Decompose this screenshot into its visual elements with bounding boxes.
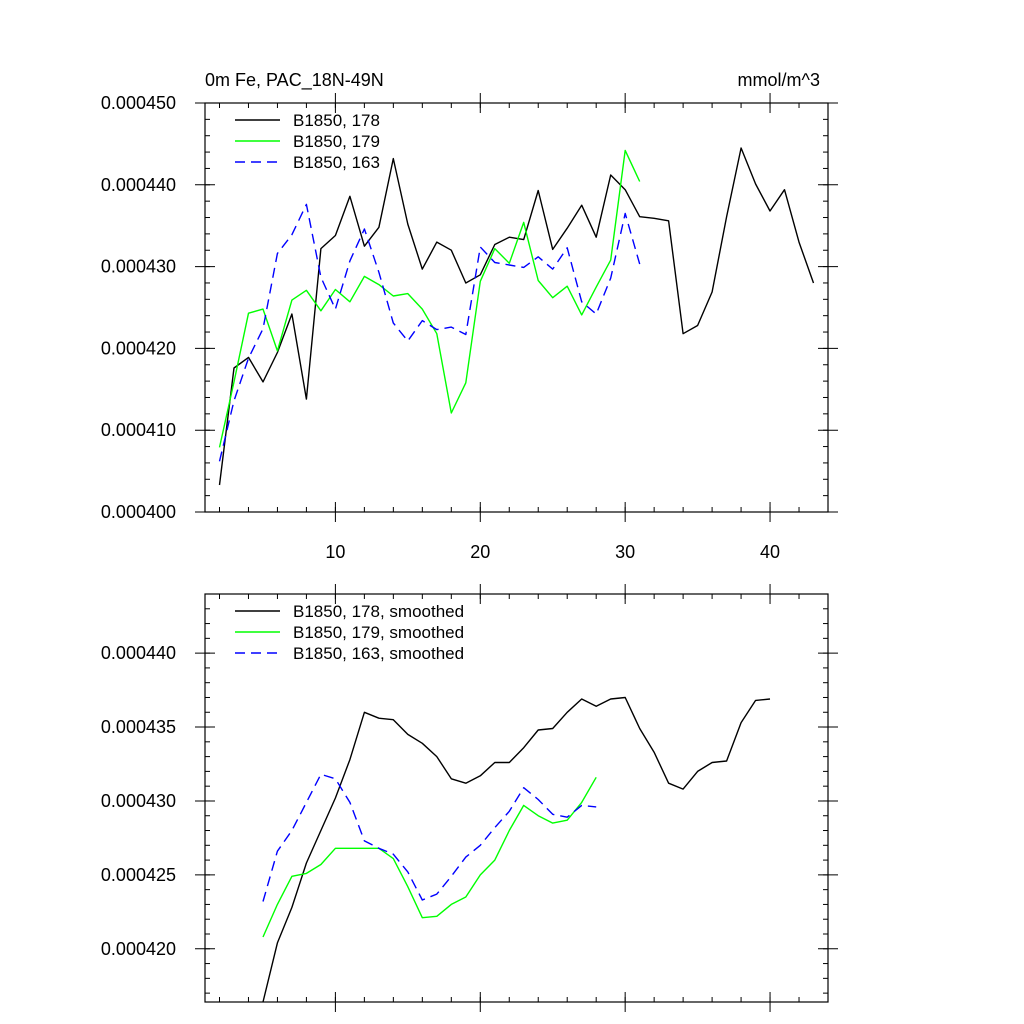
x-tick-label: 40 [760, 542, 780, 562]
series-line-0 [218, 147, 815, 486]
axis-ticks [195, 584, 838, 1012]
y-tick-label: 0.000440 [101, 643, 176, 663]
axis-ticks [195, 93, 838, 522]
legend-label: B1850, 163 [293, 153, 380, 172]
y-tick-label: 0.000430 [101, 257, 176, 277]
legend: B1850, 178, smoothed B1850, 179, smoothed… [235, 602, 464, 663]
legend-label: B1850, 179 [293, 132, 380, 151]
legend: B1850, 178 B1850, 179 B1850, 163 [235, 111, 380, 172]
x-tick-label: 10 [325, 542, 345, 562]
y-tick-label: 0.000440 [101, 175, 176, 195]
y-tick-label: 0.000425 [101, 865, 176, 885]
legend-label: B1850, 178 [293, 111, 380, 130]
series-line-1 [218, 149, 641, 448]
top-panel: 0.000400 0.000410 0.000420 0.000430 0.000440… [101, 70, 838, 562]
x-tick-label: 30 [615, 542, 635, 562]
series-line-0 [262, 696, 771, 1003]
plot-frame [204, 593, 829, 1003]
series-line-2 [262, 773, 597, 902]
y-tick-label: 0.000400 [101, 502, 176, 522]
plot-frame [204, 102, 829, 513]
series-line-1 [262, 776, 597, 938]
legend-label: B1850, 178, smoothed [293, 602, 464, 621]
y-tick-label: 0.000450 [101, 93, 176, 113]
legend-label: B1850, 163, smoothed [293, 644, 464, 663]
units-label: mmol/m^3 [738, 70, 820, 90]
y-tick-label: 0.000435 [101, 717, 176, 737]
legend-label: B1850, 179, smoothed [293, 623, 464, 642]
x-tick-label: 20 [470, 542, 490, 562]
bottom-panel: 0.000420 0.000425 0.000430 0.000435 0.000440… [101, 584, 838, 1012]
y-tick-label: 0.000420 [101, 338, 176, 358]
y-tick-label: 0.000430 [101, 791, 176, 811]
y-tick-label: 0.000410 [101, 420, 176, 440]
y-tick-label: 0.000420 [101, 939, 176, 959]
chart-title: 0m Fe, PAC_18N-49N [205, 70, 384, 91]
